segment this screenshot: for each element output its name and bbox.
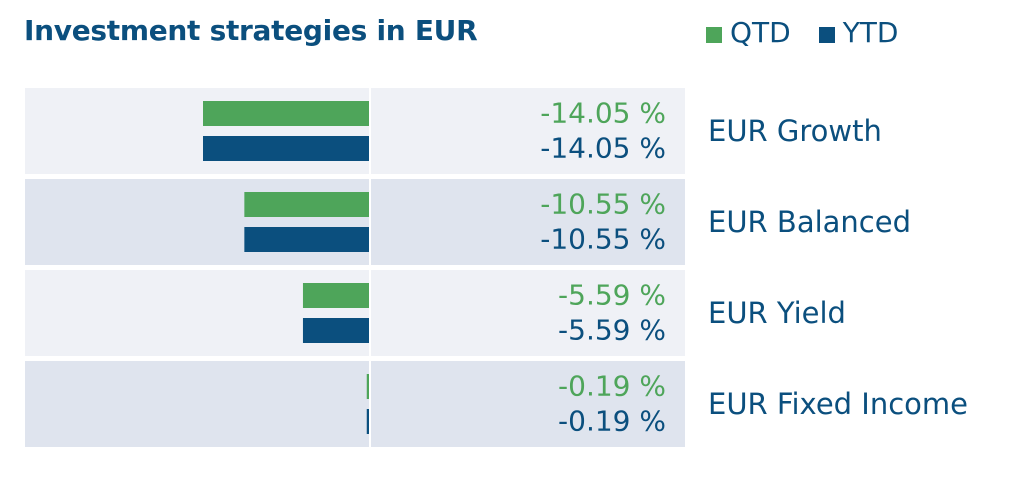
bar-ytd <box>366 409 369 434</box>
category-label: EUR Growth <box>708 114 882 148</box>
value-label-qtd: -14.05 % <box>540 97 666 130</box>
value-label-ytd: -10.55 % <box>540 223 666 256</box>
value-label-ytd: -0.19 % <box>558 405 666 438</box>
legend-swatch-ytd <box>818 26 835 43</box>
category-label: EUR Balanced <box>708 205 911 239</box>
legend-item-ytd: YTD <box>818 16 899 49</box>
chart-title: Investment strategies in EUR <box>24 14 478 47</box>
legend-swatch-qtd <box>706 26 722 43</box>
row-background <box>25 361 685 447</box>
bar-qtd <box>244 192 369 217</box>
value-label-ytd: -5.59 % <box>558 314 666 347</box>
legend-label-qtd: QTD <box>730 16 791 49</box>
bar-qtd <box>366 374 369 399</box>
legend-label-ytd: YTD <box>842 16 899 49</box>
category-label: EUR Yield <box>708 296 846 330</box>
bar-qtd <box>203 101 369 126</box>
chart-legend: QTD YTD <box>706 16 926 49</box>
value-label-qtd: -5.59 % <box>558 279 666 312</box>
bar-ytd <box>244 227 369 252</box>
bar-qtd <box>302 283 369 308</box>
legend-item-qtd: QTD <box>706 16 791 49</box>
value-label-qtd: -10.55 % <box>540 188 666 221</box>
value-label-ytd: -14.05 % <box>540 132 666 165</box>
category-label: EUR Fixed Income <box>708 387 968 421</box>
bar-ytd <box>302 318 369 343</box>
bar-ytd <box>203 136 369 161</box>
value-label-qtd: -0.19 % <box>558 370 666 403</box>
